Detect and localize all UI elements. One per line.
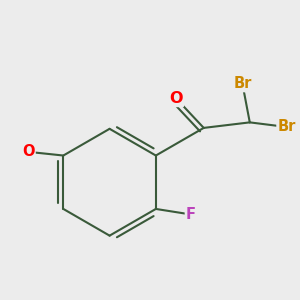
Text: Br: Br — [278, 119, 296, 134]
Text: Br: Br — [233, 76, 252, 91]
Text: O: O — [22, 144, 34, 159]
Text: O: O — [169, 91, 183, 106]
Text: methoxy: methoxy — [3, 151, 9, 152]
Text: F: F — [186, 207, 196, 222]
